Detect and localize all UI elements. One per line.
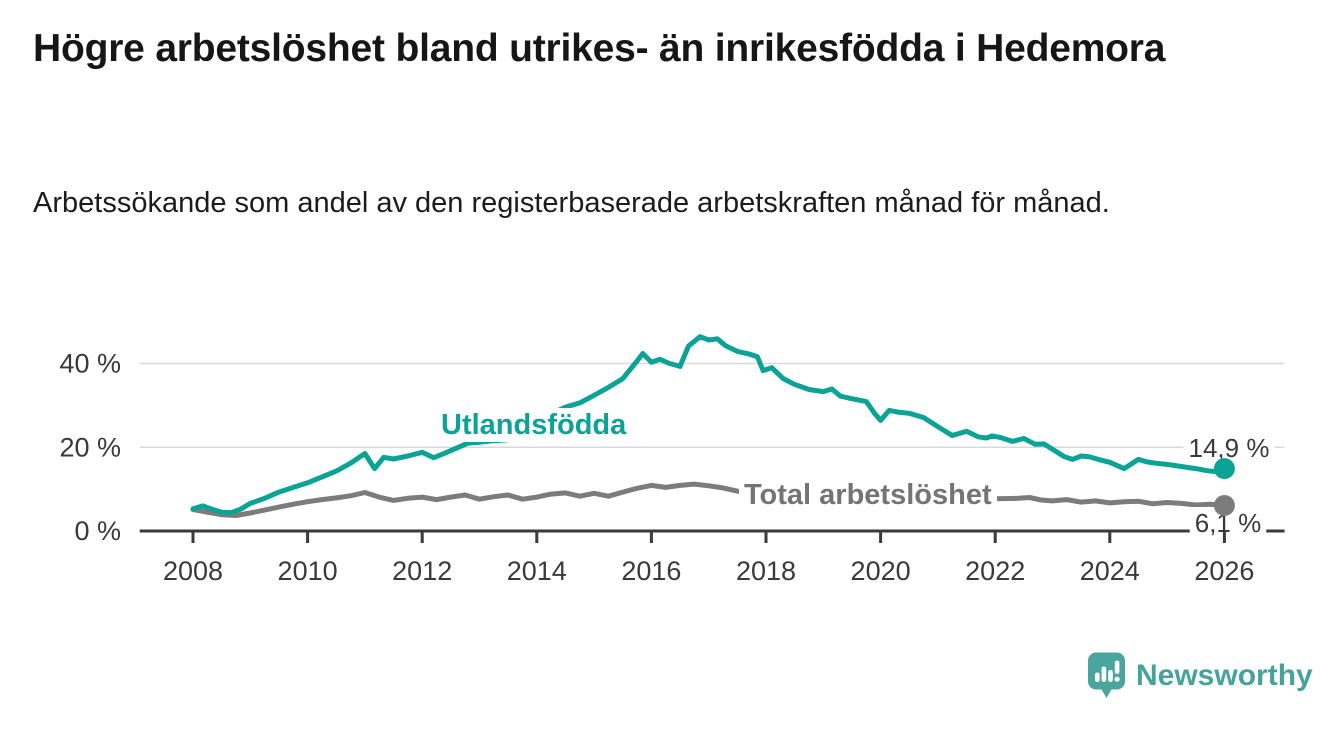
end-dot-utlandsfodda xyxy=(1213,458,1235,480)
y-tick-label-20: 20 % xyxy=(59,432,121,462)
end-dot-total xyxy=(1213,494,1235,516)
brand-name: Newsworthy xyxy=(1136,658,1313,692)
series-label-total: Total arbetslöshet xyxy=(744,479,992,511)
x-tick-label-2012: 2012 xyxy=(392,556,452,586)
y-tick-label-0: 0 % xyxy=(74,516,121,546)
end-value-utlandsfodda: 14,9 % xyxy=(1189,433,1270,463)
x-tick-label-2010: 2010 xyxy=(278,556,338,586)
x-tick-label-2022: 2022 xyxy=(965,556,1025,586)
x-tick-label-2018: 2018 xyxy=(736,556,796,586)
bar-3 xyxy=(1108,670,1113,682)
newsworthy-brand: Newsworthy xyxy=(1088,652,1313,699)
x-tick-label-2026: 2026 xyxy=(1194,556,1254,586)
bar-2 xyxy=(1101,666,1107,682)
series-label-total-halo xyxy=(739,478,997,512)
bar-1 xyxy=(1095,672,1100,682)
chart-subtitle: Arbetssökande som andel av den registerb… xyxy=(33,187,1110,219)
x-tick-label-2020: 2020 xyxy=(851,556,911,586)
y-tick-label-40: 40 % xyxy=(59,349,121,379)
end-value-utlandsfodda-halo xyxy=(1183,432,1275,464)
x-tick-label-2016: 2016 xyxy=(621,556,681,586)
series-line-utlandsfodda xyxy=(190,334,1227,516)
newsworthy-logo-icon xyxy=(1088,652,1125,698)
series-label-utlandsfodda-halo xyxy=(436,408,633,442)
series-line-total xyxy=(190,481,1227,518)
speech-bubble-shape xyxy=(1088,652,1125,698)
series-label-utlandsfodda: Utlandsfödda xyxy=(441,409,627,441)
x-tick-label-2008: 2008 xyxy=(163,556,223,586)
page-title: Högre arbetslöshet bland utrikes- än inr… xyxy=(33,27,1166,70)
exclamation-dot xyxy=(1114,676,1120,682)
x-tick-label-2014: 2014 xyxy=(507,556,567,586)
x-tick-label-2024: 2024 xyxy=(1080,556,1140,586)
exclamation-bar xyxy=(1114,660,1120,674)
